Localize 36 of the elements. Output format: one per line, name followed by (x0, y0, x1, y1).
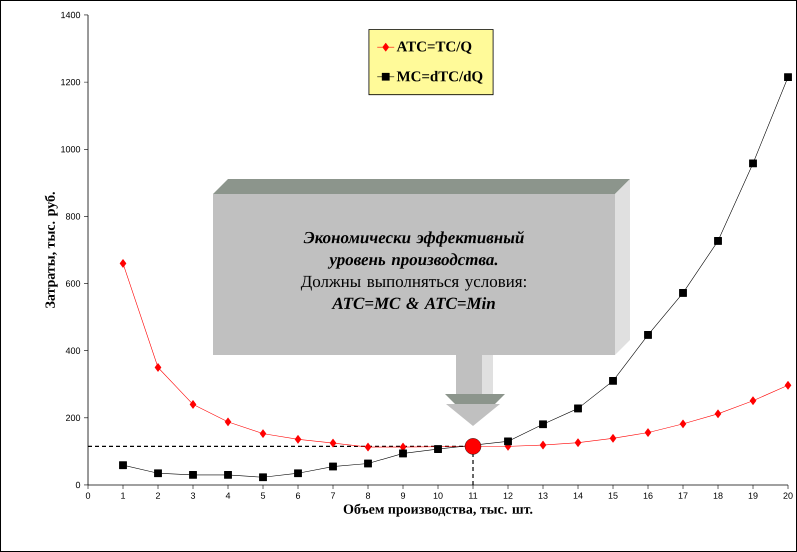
x-tick-label: 6 (296, 492, 300, 499)
x-tick-label: 4 (226, 492, 230, 499)
x-tick-label: 20 (783, 492, 793, 499)
legend-label: ATC=TC/Q (396, 41, 472, 54)
x-tick-label: 15 (608, 492, 618, 499)
y-tick-label: 1400 (61, 12, 80, 18)
y-tick-label: 1200 (61, 78, 80, 86)
y-tick-label: 1000 (61, 146, 80, 152)
y-tick-label: 800 (66, 213, 80, 220)
legend-label: MC=dTC/dQ (396, 70, 482, 84)
x-tick-label: 8 (366, 492, 370, 499)
annotation: Должны выполняться условия: (300, 276, 526, 291)
x-tick-label: 17 (678, 492, 688, 499)
annotation: Экономически эффективный уровень производства. (304, 230, 524, 269)
x-tick-label: 13 (538, 492, 548, 499)
y-axis-title: Затраты, тыс. руб. (44, 192, 58, 308)
x-tick-label: 5 (260, 492, 266, 499)
x-tick-label: 0 (86, 492, 90, 499)
x-tick-label: 9 (400, 492, 406, 499)
x-tick-label: 14 (574, 492, 583, 499)
x-tick-label: 1 (121, 492, 126, 499)
x-tick-label: 11 (469, 492, 478, 499)
y-tick-label: 600 (66, 280, 80, 287)
x-tick-label: 12 (504, 492, 513, 499)
x-tick-label: 18 (714, 492, 723, 499)
x-tick-label: 19 (748, 492, 758, 499)
x-tick-label: 2 (156, 492, 160, 499)
x-tick-label: 7 (330, 492, 336, 499)
x-axis-title: Объем производства, тыс. шт. (344, 504, 532, 517)
x-tick-label: 10 (434, 492, 443, 499)
y-tick-label: 200 (66, 414, 80, 422)
y-tick-label: 0 (76, 482, 80, 488)
y-tick-label: 400 (66, 348, 80, 354)
annotation: ATC=MC & ATC=Min (331, 297, 495, 310)
x-tick-label: 3 (190, 492, 196, 499)
x-tick-label: 16 (644, 492, 653, 499)
